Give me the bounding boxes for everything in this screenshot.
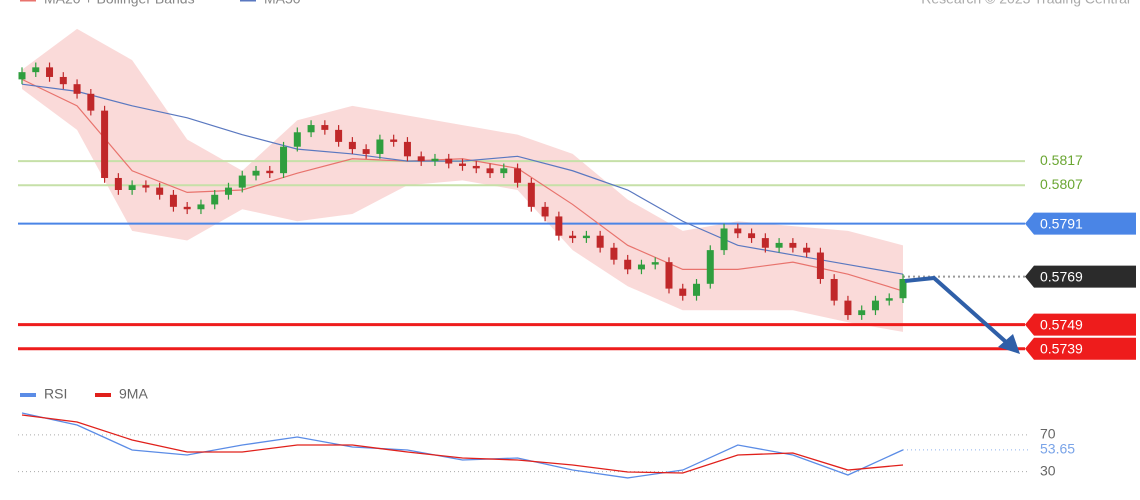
candle-body xyxy=(844,300,852,316)
candle-body xyxy=(59,76,67,85)
level-box xyxy=(1025,337,1136,360)
plot: MA20 + Bollinger Bands MA50 Research © 202… xyxy=(18,0,1136,479)
credit: Research © 2023 Trading Central xyxy=(921,0,1130,7)
level-label: 0.5791 xyxy=(1040,215,1083,231)
y-tick-label: 70 xyxy=(1040,426,1056,442)
legend-label: 9MA xyxy=(119,386,148,402)
candle-body xyxy=(885,298,893,301)
legend-label: RSI xyxy=(44,386,67,402)
candle-body xyxy=(431,158,439,162)
candle-body xyxy=(706,250,714,284)
bollinger-band xyxy=(22,28,903,332)
legend-label: MA20 + Bollinger Bands xyxy=(44,0,195,7)
candle-body xyxy=(830,278,838,301)
level-box xyxy=(1025,265,1136,288)
candle-body xyxy=(169,194,177,207)
candle-body xyxy=(280,146,288,174)
candle-body xyxy=(816,252,824,279)
candle-body xyxy=(555,216,563,236)
candle-body xyxy=(569,235,577,239)
candle-body xyxy=(183,206,191,210)
candle-body xyxy=(114,177,122,190)
candle-body xyxy=(445,158,453,164)
candle-body xyxy=(789,242,797,248)
candle-body xyxy=(541,206,549,217)
candle-body xyxy=(335,129,343,142)
candle-body xyxy=(500,168,508,174)
level-box xyxy=(1025,313,1136,336)
forecast-arrowhead xyxy=(998,334,1020,354)
candle-body xyxy=(32,67,40,73)
y-tick-label: 30 xyxy=(1040,462,1056,478)
candle-body xyxy=(527,182,535,207)
candle-body xyxy=(128,185,136,190)
candle-body xyxy=(266,170,274,174)
candle-body xyxy=(651,262,659,265)
candle-body xyxy=(693,283,701,296)
candle-body xyxy=(417,156,425,162)
candle-body xyxy=(211,194,219,205)
forecast-arrow xyxy=(904,275,1008,344)
candle-body xyxy=(224,187,232,195)
current-rsi-label: 53.65 xyxy=(1040,441,1075,457)
candle-body xyxy=(803,247,811,253)
candle-body xyxy=(197,204,205,210)
candle-body xyxy=(142,185,150,188)
level-box xyxy=(1025,212,1136,235)
candle-body xyxy=(321,125,329,130)
candle-body xyxy=(18,72,26,80)
level-label: 0.5769 xyxy=(1040,268,1083,284)
rsi-line xyxy=(21,414,904,474)
candle-body xyxy=(307,125,315,133)
candle-body xyxy=(472,165,480,169)
candle-body xyxy=(238,175,246,188)
rsi-line xyxy=(21,412,904,479)
candle-body xyxy=(362,149,370,154)
candle-body xyxy=(637,264,645,270)
candle-body xyxy=(459,163,466,166)
level-label: 0.5739 xyxy=(1040,340,1083,356)
candle-body xyxy=(46,67,54,77)
candle-body xyxy=(156,187,164,195)
candle-body xyxy=(403,141,411,157)
candle-body xyxy=(761,238,769,248)
candle-body xyxy=(582,235,590,239)
legend-label: MA50 xyxy=(264,0,301,7)
candle-body xyxy=(73,84,81,94)
candle-body xyxy=(390,139,398,142)
candle-body xyxy=(775,242,783,248)
candle-body xyxy=(871,300,879,311)
candle-body xyxy=(748,233,756,239)
candle-body xyxy=(858,310,866,316)
candle-body xyxy=(734,228,742,234)
candle-body xyxy=(720,228,728,251)
candle-body xyxy=(348,141,356,150)
level-label: 0.5749 xyxy=(1040,316,1083,332)
candle-body xyxy=(514,168,522,183)
candle-body xyxy=(665,262,673,289)
level-label: 0.5807 xyxy=(1040,176,1083,192)
candle-body xyxy=(610,247,618,260)
candle-body xyxy=(624,259,632,270)
candle-body xyxy=(486,168,494,174)
candle-body xyxy=(596,235,604,248)
candle-body xyxy=(252,170,260,176)
candle-body xyxy=(899,278,907,299)
level-label: 0.5817 xyxy=(1040,152,1083,168)
candle-body xyxy=(101,110,109,178)
candle-body xyxy=(293,132,301,147)
ma-line xyxy=(21,78,904,292)
candle-body xyxy=(679,288,687,296)
candle-body xyxy=(87,93,95,111)
candle-body xyxy=(376,139,384,154)
